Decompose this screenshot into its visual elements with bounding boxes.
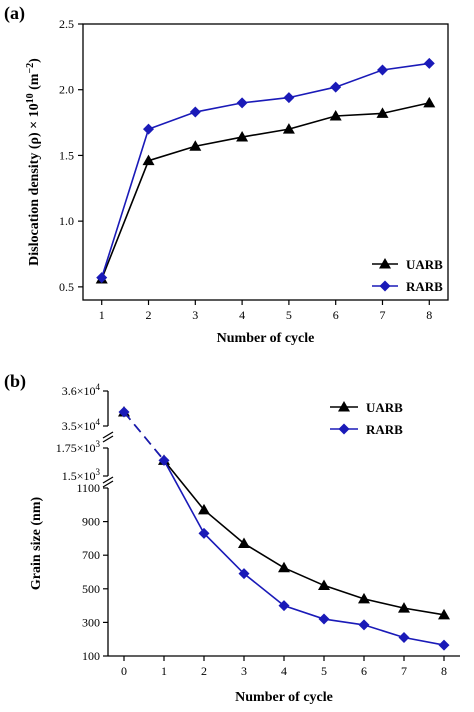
y-tick-label-a: 2.5 (59, 17, 74, 31)
y-tick-label-a: 2.0 (59, 83, 74, 97)
data-point-rarb-a (423, 57, 435, 69)
y-axis-title-a: Dislocation density (ρ) × 1010 (m−2) (25, 58, 43, 266)
y-axis-title-b: Grain size (nm) (29, 497, 44, 591)
x-tick-label-b: 1 (161, 664, 167, 678)
data-point-uarb-b (358, 592, 370, 604)
x-tick-label-b: 2 (201, 664, 207, 678)
y-tick-label-b: 3.6×104 (62, 382, 101, 398)
x-tick-label-b: 8 (441, 664, 447, 678)
data-point-uarb-a (236, 131, 249, 142)
data-point-rarb-a (376, 64, 388, 76)
x-tick-label-a: 3 (192, 308, 198, 322)
data-point-uarb-b (438, 608, 450, 620)
legend-marker-uarb-b (338, 401, 350, 412)
x-tick-label-a: 6 (333, 308, 339, 322)
y-tick-label-a: 0.5 (59, 280, 74, 294)
data-point-uarb-b (398, 602, 410, 613)
y-tick-label-a: 1.0 (59, 214, 74, 228)
x-tick-label-b: 7 (401, 664, 407, 678)
legend-marker-uarb-a (379, 258, 391, 269)
axis-break-mark-b (102, 480, 114, 488)
y-tick-label-b: 1100 (76, 481, 100, 495)
data-point-uarb-a (189, 140, 202, 151)
y-tick-label-b: 300 (82, 615, 100, 629)
data-point-uarb-a (282, 123, 295, 134)
x-tick-label-b: 3 (241, 664, 247, 678)
legend-label-uarb-a: UARB (406, 257, 443, 272)
panel-label-a: (a) (4, 3, 25, 24)
panel-label-b: (b) (4, 371, 26, 392)
axis-break-mark-b (102, 476, 114, 484)
y-tick-label-a: 1.5 (59, 148, 74, 162)
data-point-uarb-a (376, 107, 389, 118)
data-point-uarb-a (142, 154, 155, 166)
y-tick-label-b: 1.5×103 (62, 467, 101, 483)
x-tick-label-b: 5 (321, 664, 327, 678)
x-tick-label-b: 6 (361, 664, 367, 678)
data-point-rarb-b (358, 619, 370, 631)
x-tick-label-a: 5 (286, 308, 292, 322)
data-point-rarb-b (438, 639, 450, 651)
x-tick-label-a: 1 (99, 308, 105, 322)
x-tick-label-b: 4 (281, 664, 287, 678)
y-tick-label-b: 900 (82, 515, 100, 529)
data-point-rarb-b (318, 613, 330, 625)
data-point-rarb-a (330, 81, 342, 93)
data-point-rarb-b (118, 406, 130, 418)
series-line-uarb-a (100, 102, 430, 280)
series-line-rarb-b (163, 459, 445, 646)
data-point-rarb-a (283, 92, 295, 104)
y-tick-label-b: 700 (82, 548, 100, 562)
data-point-rarb-b (198, 527, 210, 539)
data-point-uarb-b (238, 537, 250, 548)
y-tick-label-b: 100 (82, 649, 100, 663)
x-axis-title-a: Number of cycle (217, 331, 315, 346)
data-point-rarb-a (143, 123, 155, 135)
y-tick-label-b: 3.5×104 (62, 417, 101, 433)
legend-label-rarb-b: RARB (366, 422, 403, 437)
data-point-uarb-b (318, 579, 330, 590)
y-tick-label-b: 500 (82, 582, 100, 596)
data-point-uarb-b (198, 503, 210, 515)
legend-marker-rarb-b (338, 423, 350, 435)
chart-a: (a) 1 2 3 4 5 6 7 8 0.5 1.0 1.5 2.0 2.5 Number of cycl… (4, 3, 449, 346)
data-point-uarb-b (278, 561, 290, 573)
data-point-rarb-b (278, 600, 290, 612)
data-point-uarb-a (329, 110, 342, 121)
data-point-rarb-a (189, 106, 201, 118)
legend-marker-rarb-a (379, 280, 391, 292)
axis-break-mark-b (102, 431, 114, 439)
x-tick-label-a: 2 (146, 308, 152, 322)
plot-frame-a (82, 23, 449, 301)
data-point-uarb-a (423, 96, 436, 108)
y-tick-label-b: 1.75×103 (56, 439, 101, 455)
data-point-rarb-b (238, 568, 250, 580)
legend-label-rarb-a: RARB (406, 279, 443, 294)
axis-break-mark-b (102, 435, 114, 443)
data-point-rarb-b (398, 632, 410, 644)
series-line-uarb-b (163, 459, 445, 616)
x-tick-label-a: 8 (426, 308, 432, 322)
legend-label-uarb-b: UARB (366, 400, 403, 415)
data-point-rarb-a (236, 97, 248, 109)
x-tick-label-a: 7 (379, 308, 385, 322)
series-break-line-rarb-b (123, 411, 165, 461)
data-point-rarb-a (96, 272, 108, 284)
series-line-rarb-a (100, 62, 430, 278)
x-tick-label-a: 4 (239, 308, 245, 322)
x-tick-label-b: 0 (121, 664, 127, 678)
x-axis-title-b: Number of cycle (235, 690, 333, 705)
data-point-rarb-b (158, 454, 170, 466)
